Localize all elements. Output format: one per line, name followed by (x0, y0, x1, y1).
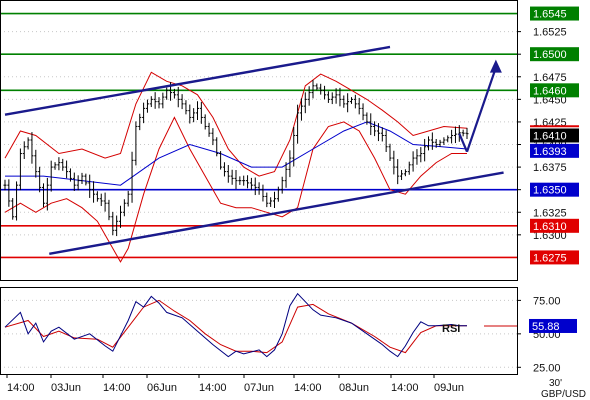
level-flag (530, 250, 579, 265)
time-axis: 14:00 03Jun 14:00 06Jun 14:00 07Jun 14:00 08Jun… (6, 374, 464, 394)
level-flag-label: 1.6460 (533, 85, 567, 97)
y-tick-label: 1.6475 (533, 72, 567, 84)
projection-arrow-tail (458, 133, 469, 153)
price-flag-label: 1.6410 (533, 130, 567, 142)
rsi-line (4, 292, 467, 358)
x-tick-label: 08Jun (339, 382, 369, 394)
projection-arrow (465, 67, 497, 153)
price-axis: 1.63001.63251.63501.63751.64001.64251.64… (517, 6, 579, 265)
bollinger-upper-line (4, 71, 468, 177)
chart-frame (0, 0, 518, 375)
main-panel-border (0, 0, 518, 281)
bid-marker (530, 125, 579, 128)
rsi-value-flag-label: 55.88 (532, 321, 560, 333)
rsi-panel-border (0, 287, 518, 375)
y-tick-label: 1.6525 (533, 27, 567, 39)
y-tick-label: 1.6325 (533, 207, 567, 219)
y-tick-label: 1.6300 (533, 230, 567, 242)
level-flag (530, 218, 579, 233)
rsi-tick-label: 75.00 (533, 295, 561, 307)
x-tick-label: 14:00 (199, 382, 227, 394)
price-flag-label: 1.6393 (533, 146, 567, 158)
moving-average (5, 121, 468, 186)
price-flag (530, 128, 579, 143)
level-flag (530, 6, 579, 21)
ma-line (5, 121, 468, 186)
symbol-label: GBP/USD (541, 389, 586, 400)
bollinger-lower-line (4, 116, 467, 263)
arrow-head-icon (489, 59, 502, 73)
projection-arrow-group (458, 59, 502, 153)
horizontal-levels (0, 12, 517, 259)
x-tick-label: 14:00 (294, 382, 322, 394)
x-tick-label: 14:00 (103, 382, 131, 394)
level-flag-label: 1.6350 (533, 185, 567, 197)
x-tick-label: 03Jun (51, 382, 81, 394)
rsi-label: RSI (442, 323, 460, 335)
rsi-panel: RSI (4, 292, 517, 358)
level-flag-label: 1.6310 (533, 221, 567, 233)
bollinger-bands (4, 71, 468, 263)
x-tick-label: 07Jun (244, 382, 274, 394)
channel-lower-line (49, 171, 504, 255)
channel-upper-line (4, 45, 391, 116)
timeframe-label: 30' (549, 378, 562, 389)
x-tick-label: 14:00 (7, 382, 35, 394)
price-flag (530, 143, 579, 158)
level-flag (530, 83, 579, 98)
price-series (3, 80, 469, 237)
level-flag (530, 47, 579, 62)
level-flag-label: 1.6500 (533, 49, 567, 61)
level-flag-label: 1.6545 (533, 9, 567, 21)
rsi-value-flag (529, 318, 577, 333)
y-tick-label: 1.6375 (533, 162, 567, 174)
trend-channel (4, 45, 504, 255)
x-tick-label: 06Jun (147, 382, 177, 394)
level-flag-label: 1.6275 (533, 252, 567, 264)
level-flag (530, 182, 579, 197)
x-tick-label: 14:00 (391, 382, 419, 394)
y-tick-label: 1.6450 (533, 94, 567, 106)
x-tick-label: 09Jun (434, 382, 464, 394)
rsi-tick-label: 25.00 (533, 362, 561, 374)
